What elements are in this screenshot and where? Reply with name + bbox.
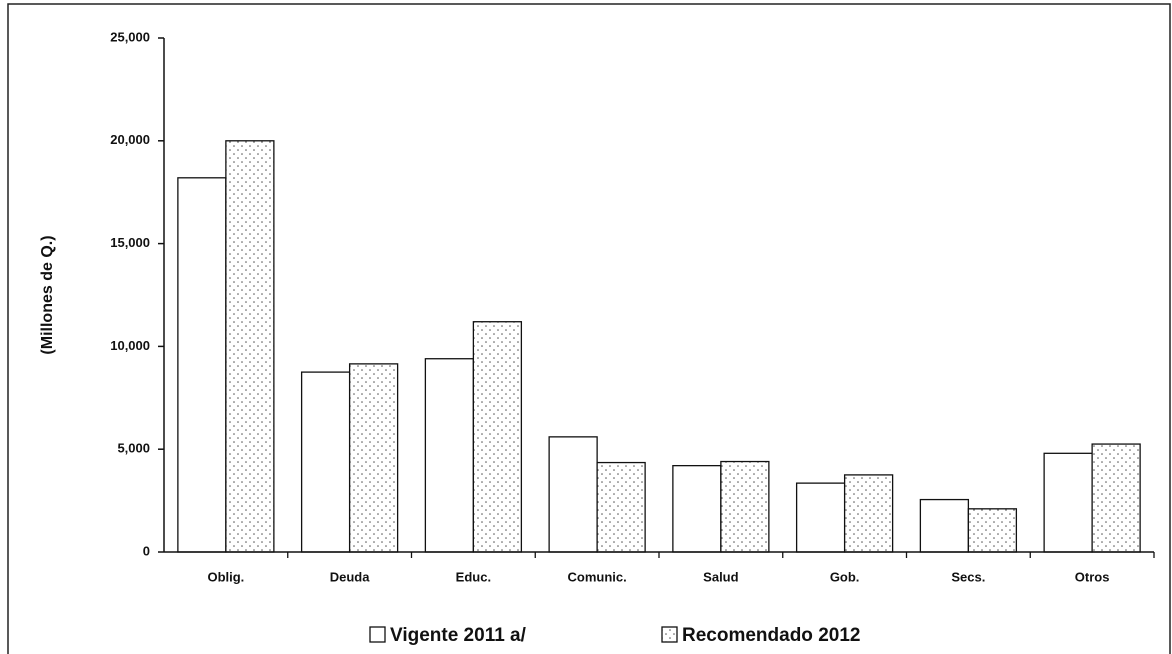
y-tick-label: 5,000 — [117, 441, 150, 456]
legend-label: Vigente 2011 a/ — [390, 625, 527, 646]
bar — [424, 358, 475, 553]
y-tick-label: 25,000 — [110, 29, 150, 44]
x-tick-label: Oblig. — [207, 569, 244, 584]
bar — [720, 460, 770, 553]
bar — [225, 140, 275, 553]
y-tick-label: 20,000 — [110, 132, 150, 147]
bar — [348, 363, 399, 553]
legend-label: Recomendado 2012 — [682, 625, 860, 646]
bar — [919, 498, 970, 553]
bar — [300, 371, 351, 553]
bar — [795, 482, 846, 553]
bar — [177, 177, 227, 553]
x-tick-label: Gob. — [830, 569, 860, 584]
y-tick-label: 15,000 — [110, 235, 150, 250]
x-tick-label: Secs. — [951, 569, 985, 584]
bar — [596, 461, 646, 553]
x-tick-label: Salud — [703, 569, 738, 584]
bar — [548, 436, 598, 553]
x-tick-label: Educ. — [456, 569, 491, 584]
y-tick-label: 10,000 — [110, 338, 150, 353]
bar — [1091, 443, 1141, 553]
bar — [1043, 452, 1093, 553]
bar — [472, 321, 523, 553]
y-tick-label: 0 — [143, 543, 150, 558]
y-axis-label: (Millones de Q.) — [39, 235, 56, 354]
legend-swatch — [661, 626, 678, 643]
x-tick-label: Comunic. — [568, 569, 627, 584]
legend-swatch — [369, 626, 386, 643]
frame — [7, 3, 1171, 654]
bar — [843, 474, 894, 553]
bar — [967, 508, 1018, 553]
x-tick-label: Otros — [1075, 569, 1110, 584]
bar — [672, 464, 722, 553]
x-tick-label: Deuda — [330, 569, 371, 584]
